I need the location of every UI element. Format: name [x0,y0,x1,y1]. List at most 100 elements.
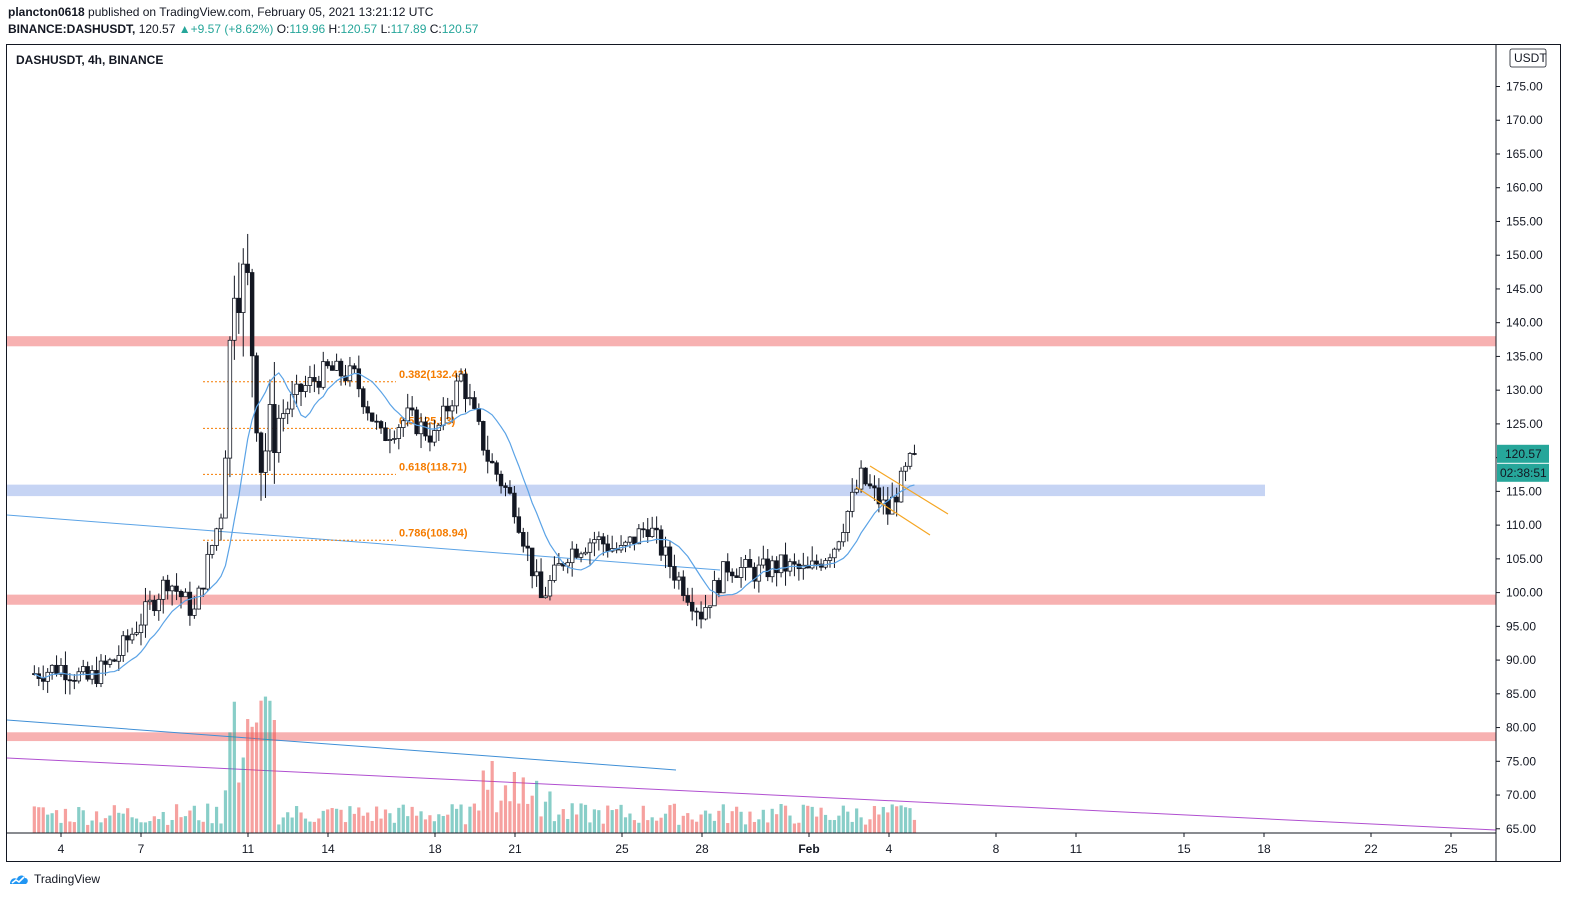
candle-body [427,435,433,443]
candle [796,559,802,581]
price-tick-label: 90.00 [1506,653,1536,667]
candle-body [556,563,562,566]
candle-body [129,633,135,641]
candle-body [187,591,193,616]
chart-legend: DASHUSDT, 4h, BINANCE [16,53,164,67]
candle-body [285,408,290,415]
volume-bar [859,817,863,833]
candle [667,541,673,579]
candle [89,665,95,685]
candle [116,645,121,671]
candle-body [458,373,464,382]
candle-body [774,560,779,574]
candle [401,417,406,437]
candle-body [414,409,419,435]
volume-bar [179,817,183,833]
candle-body [165,579,170,592]
volume-bar [539,816,543,833]
candle [596,531,602,551]
volume-bar [610,810,614,833]
volume-bar [570,803,574,833]
candle-body [654,527,659,531]
volume-bar [268,700,272,833]
candle [418,413,424,449]
candle [312,364,317,393]
volume-bar [317,818,321,833]
volume-bar [428,815,432,833]
candle-body [365,406,370,414]
volume-bar [441,815,445,833]
close-label: C: [429,22,442,36]
candle [641,522,646,538]
volume-bar [54,810,59,833]
candle-body [192,608,197,616]
volume-bar [32,806,36,833]
volume-bar [157,819,161,833]
volume-bar [543,801,548,833]
volume-bar [730,811,734,833]
volume-bar [326,809,330,833]
time-tick-label: 22 [1364,842,1378,856]
volume-bar [579,803,583,833]
candle [356,355,362,398]
candle-body [161,579,166,600]
candle-body [872,485,877,489]
candle [67,673,73,695]
candle-body [98,660,104,684]
volume-bar [166,824,170,833]
candle-body [578,553,584,558]
candle-body [538,571,544,599]
volume-bar [103,818,108,833]
volume-bar [352,813,356,833]
candle [783,542,788,586]
candle-body [272,404,277,453]
candle-body [54,664,59,675]
candle-body [281,413,286,419]
volume-bar [206,803,210,833]
candle [458,368,464,383]
candle-body [214,528,219,546]
candle-body [472,397,477,409]
volume-bar [303,818,308,833]
volume-bar [263,696,268,833]
candle-body [823,560,828,568]
candle [636,524,642,545]
volume-bar [637,822,641,833]
price-tick-label: 80.00 [1506,721,1536,735]
candle [707,605,713,619]
volume-bar [348,806,352,833]
candle-body [329,365,335,371]
candle [823,558,828,570]
volume-bar [855,808,859,833]
price-tick-label: 170.00 [1506,113,1543,127]
candle [529,547,535,589]
candle-body [41,678,46,682]
volume-bar [521,777,525,833]
volume-bar [912,819,917,833]
price-tick-label: 110.00 [1506,518,1542,532]
candle [485,435,490,474]
volume-bar [783,805,788,833]
candle [725,553,730,582]
volume-bar [370,820,374,833]
time-tick-label: 18 [428,842,442,856]
volume-bar [623,817,628,833]
candle [254,352,259,442]
candle-body [143,601,148,626]
volume-bar [797,822,801,833]
author-name[interactable]: plancton0618 [8,5,85,19]
candle [227,336,233,478]
volume-bar [499,800,503,833]
volume-bar [77,807,81,833]
volume-bar [743,824,748,833]
candle-body [232,297,237,341]
volume-bar [752,821,757,833]
candle-body [445,405,450,412]
candle [850,478,855,518]
candle [378,419,384,434]
candle [454,373,459,414]
candle-body [383,427,388,441]
chart-frame[interactable] [6,44,1561,862]
volume-bar [392,822,396,833]
